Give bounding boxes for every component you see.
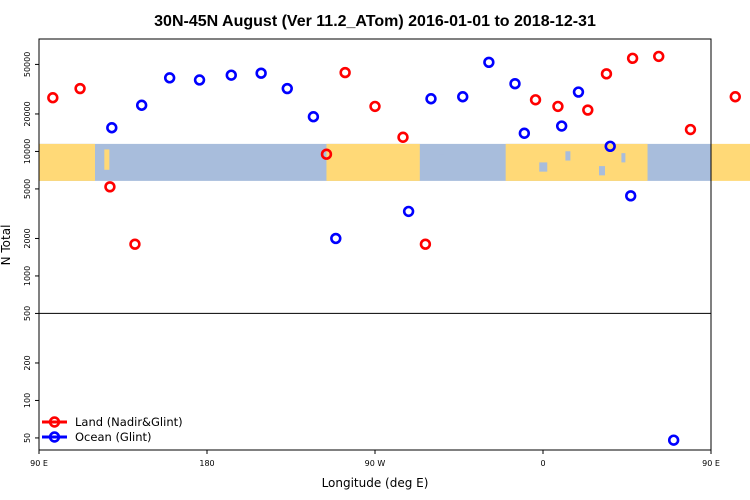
x-axis-label: Longitude (deg E) [322,476,429,490]
point-ocean-9 [402,205,415,218]
point-ocean-2 [163,72,176,84]
point-ocean-12 [483,56,495,68]
y-tick-label-0: 50 [23,433,32,443]
point-land-14 [653,50,665,63]
point-ocean-16 [572,86,585,98]
point-ocean-5 [255,67,267,79]
point-land-10 [552,100,564,113]
point-land-15 [684,123,697,136]
legend-label-ocean: Ocean (Glint) [75,430,152,444]
x-axis: 90 E 180 90 W 0 90 E [30,450,720,468]
map-coast-1 [539,162,548,172]
map-land-1 [326,143,420,181]
world-map-band [39,143,750,181]
point-ocean-1 [135,99,148,111]
map-coast-2 [565,151,571,161]
point-land-11 [582,104,594,116]
point-ocean-7 [307,111,320,123]
point-ocean-19 [667,434,680,446]
point-land-3 [129,238,141,250]
point-land-12 [600,68,613,80]
point-land-2 [104,181,116,193]
point-land-7 [397,131,409,143]
legend: Land (Nadir&Glint) Ocean (Glint) [42,415,183,444]
map-coast-0 [438,154,445,165]
map-coast-4 [621,153,626,163]
x-tick-label-4: 90 E [702,459,720,468]
point-land-4 [320,148,333,160]
map-coast-3 [599,166,605,176]
data-points [47,50,741,446]
y-tick-label-6: 5000 [23,179,32,199]
x-tick-label-3: 0 [540,459,545,468]
point-land-0 [47,92,59,104]
point-ocean-0 [106,122,118,134]
point-ocean-13 [509,78,521,90]
map-land-0 [39,143,95,181]
y-tick-label-2: 200 [23,355,32,370]
map-land-2 [505,143,648,181]
y-tick-label-3: 500 [23,306,32,321]
point-ocean-17 [604,140,616,152]
legend-label-land: Land (Nadir&Glint) [75,415,183,429]
chart-title: 30N-45N August (Ver 11.2_ATom) 2016-01-0… [154,13,596,30]
point-land-6 [369,100,381,113]
y-tick-label-9: 50000 [23,52,32,77]
map-island-0 [104,149,110,170]
point-ocean-18 [625,190,637,202]
point-land-9 [529,94,542,106]
y-tick-label-4: 1000 [23,266,32,286]
point-ocean-14 [518,127,531,139]
y-tick-label-5: 2000 [23,228,32,248]
y-tick-label-7: 10000 [23,139,32,164]
legend-marker-ocean [48,431,61,443]
point-ocean-15 [555,120,568,132]
y-axis: 50 100 200 500 1000 2000 5000 10000 20000 50000 [23,52,39,443]
point-land-8 [419,238,432,250]
y-axis-label: N Total [0,225,13,266]
y-tick-label-1: 100 [23,393,32,408]
point-ocean-8 [330,232,342,245]
x-tick-label-1: 180 [199,459,214,468]
point-land-1 [74,82,86,95]
x-tick-label-2: 90 W [365,459,386,468]
point-ocean-11 [457,91,469,103]
legend-marker-land [48,416,61,428]
point-ocean-4 [225,69,237,81]
point-land-13 [626,52,639,64]
point-land-16 [729,91,741,103]
map-land-3 [711,143,750,181]
point-ocean-3 [193,74,206,86]
point-ocean-10 [425,93,437,105]
point-ocean-6 [281,82,293,95]
y-tick-label-8: 20000 [23,101,32,126]
point-land-5 [339,66,351,79]
x-tick-label-0: 90 E [30,459,48,468]
